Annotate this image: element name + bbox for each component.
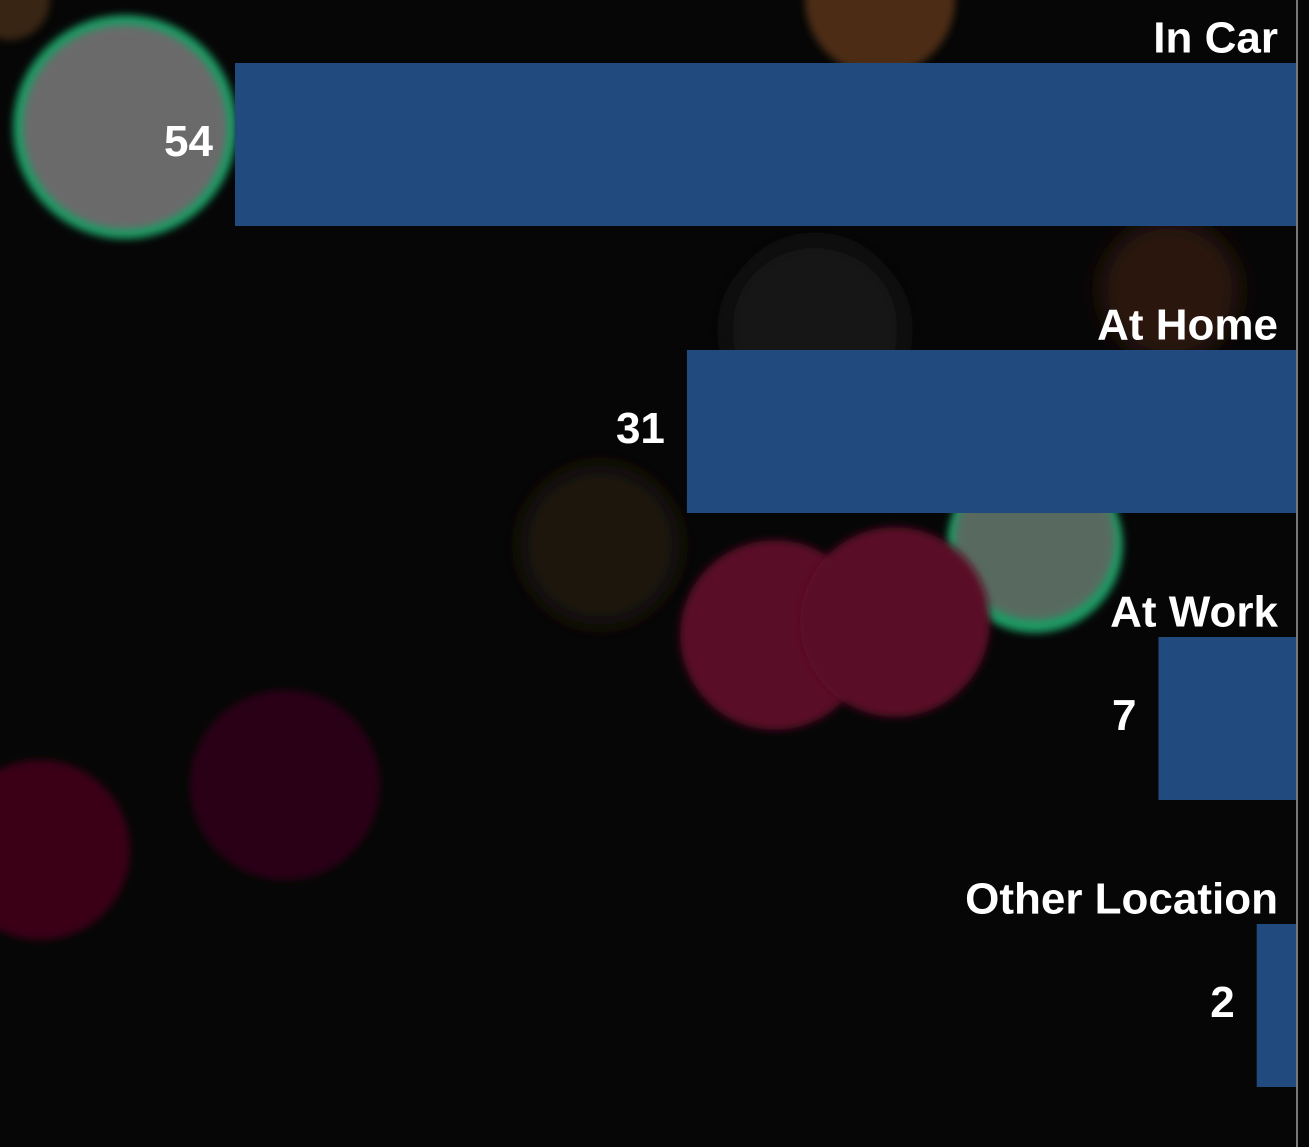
value-label: 54 (164, 117, 213, 166)
value-label: 31 (616, 404, 665, 453)
category-label: Other Location (965, 875, 1278, 924)
category-label: At Work (1110, 588, 1278, 637)
bar (687, 350, 1296, 513)
category-label: In Car (1153, 14, 1278, 63)
value-label: 2 (1210, 978, 1234, 1027)
category-label: At Home (1097, 301, 1278, 350)
bar (1257, 924, 1296, 1087)
chart: In Car 54 At Home 31 At Work 7 Other Location 2 (0, 0, 1309, 1147)
bar (235, 63, 1296, 226)
bar (1158, 637, 1296, 800)
value-label: 7 (1112, 691, 1136, 740)
